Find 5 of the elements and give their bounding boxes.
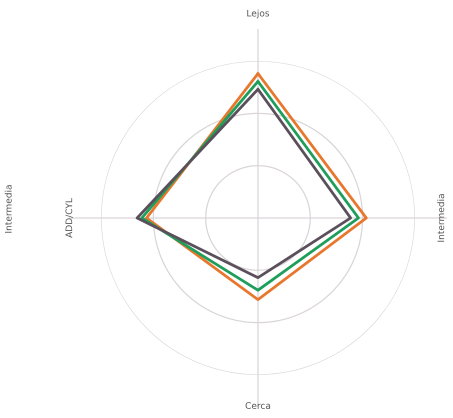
spoke-label: Cerca (246, 402, 270, 409)
spoke-label: Lejos (247, 10, 270, 18)
text: Intermedia (4, 185, 12, 233)
spoke-label: ADD/CYL (65, 198, 73, 238)
spoke-label: Intermedia (437, 194, 444, 242)
